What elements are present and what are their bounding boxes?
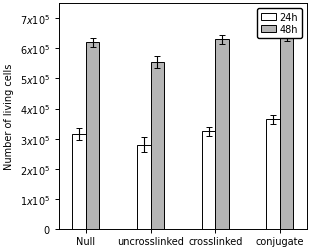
Bar — [137, 145, 151, 229]
Y-axis label: Number of living cells: Number of living cells — [4, 64, 14, 170]
Bar — [215, 40, 229, 229]
Bar — [267, 120, 280, 229]
Legend: 24h, 48h: 24h, 48h — [257, 9, 302, 38]
Bar — [86, 43, 100, 229]
Bar — [280, 33, 293, 229]
Bar — [151, 62, 164, 229]
Bar — [72, 134, 86, 229]
Bar — [202, 132, 215, 229]
